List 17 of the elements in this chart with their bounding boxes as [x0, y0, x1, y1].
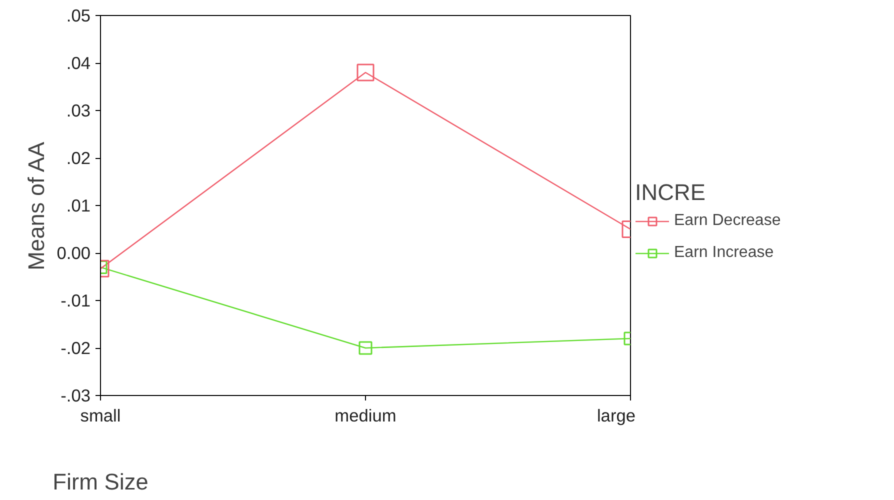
x-tick-label: large [596, 406, 636, 426]
y-tick-label: -.01 [60, 290, 90, 310]
legend-label: Earn Increase [674, 244, 774, 262]
legend-label: Earn Decrease [674, 212, 781, 230]
legend-title: INCRE [635, 179, 706, 206]
y-axis-title: Means of AA [22, 141, 49, 270]
y-tick-label: 0.00 [56, 243, 91, 263]
x-tick-label: medium [334, 406, 396, 426]
x-axis-title: Firm Size [52, 468, 148, 494]
y-tick-label: .02 [66, 148, 91, 168]
y-tick-label: .05 [66, 6, 91, 26]
y-tick-label: .03 [66, 100, 91, 120]
y-tick-label: .01 [66, 196, 91, 216]
y-tick-label: -.03 [60, 386, 90, 406]
y-tick-label: .04 [66, 53, 91, 73]
y-tick-label: -.02 [60, 338, 90, 358]
x-tick-label: small [80, 406, 121, 426]
